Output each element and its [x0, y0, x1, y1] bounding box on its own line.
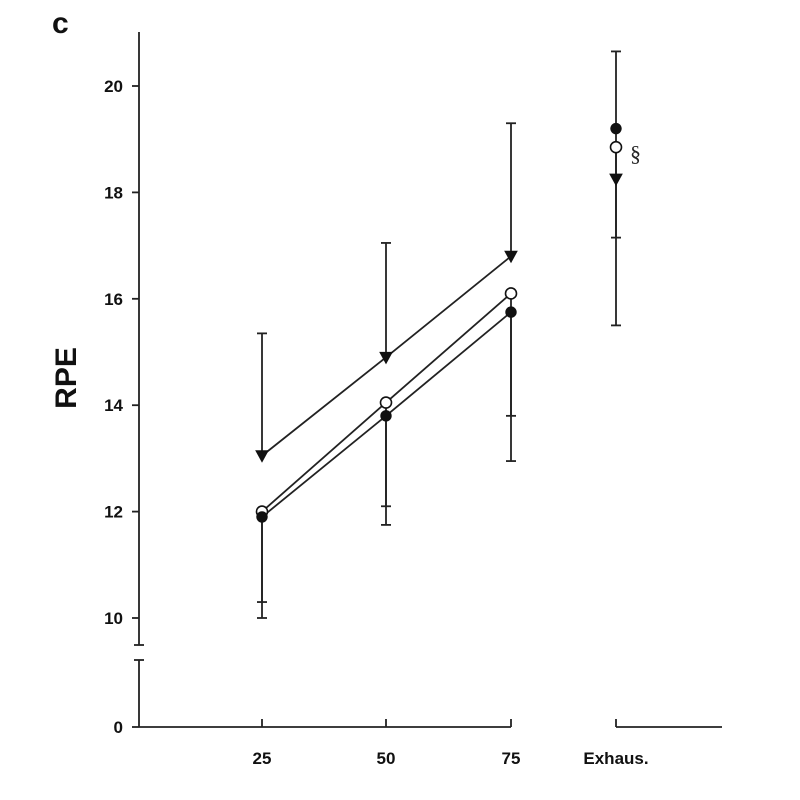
y-tick-label: 20	[104, 77, 123, 96]
y-tick-label: 0	[114, 718, 123, 737]
error-bars	[257, 50, 621, 619]
series-markers	[255, 122, 623, 523]
marker-filled-circle	[610, 122, 622, 135]
marker-triangle-down	[609, 173, 623, 187]
annotations: §	[630, 141, 641, 166]
marker-triangle-down	[255, 450, 269, 463]
y-tick-label: 10	[104, 609, 123, 628]
y-tick-label: 18	[104, 183, 123, 202]
y-tick-label: 12	[104, 503, 123, 522]
marker-filled-circle	[256, 511, 268, 523]
marker-open-circle	[379, 396, 393, 409]
y-axis-title: RPE	[50, 347, 83, 409]
axes	[134, 32, 722, 728]
x-tick-label: 75	[502, 749, 521, 768]
y-tick-label: 14	[104, 396, 123, 415]
panel-label: c	[52, 7, 69, 40]
marker-triangle-down	[504, 250, 518, 264]
y-tick-labels: 0 10 12 14 16 18 20	[104, 77, 139, 737]
marker-open-circle	[609, 140, 623, 154]
marker-triangle-down	[379, 351, 393, 365]
x-tick-label: 25	[253, 749, 272, 768]
x-tick-label: 50	[377, 749, 396, 768]
marker-filled-circle	[505, 306, 517, 318]
marker-filled-circle	[380, 410, 392, 422]
y-tick-label: 16	[104, 290, 123, 309]
section-sign-annotation: §	[630, 141, 641, 166]
x-tick-label: Exhaus.	[583, 749, 648, 768]
marker-open-circle	[504, 287, 518, 300]
x-tick-labels: 25 50 75 Exhaus.	[253, 719, 649, 768]
